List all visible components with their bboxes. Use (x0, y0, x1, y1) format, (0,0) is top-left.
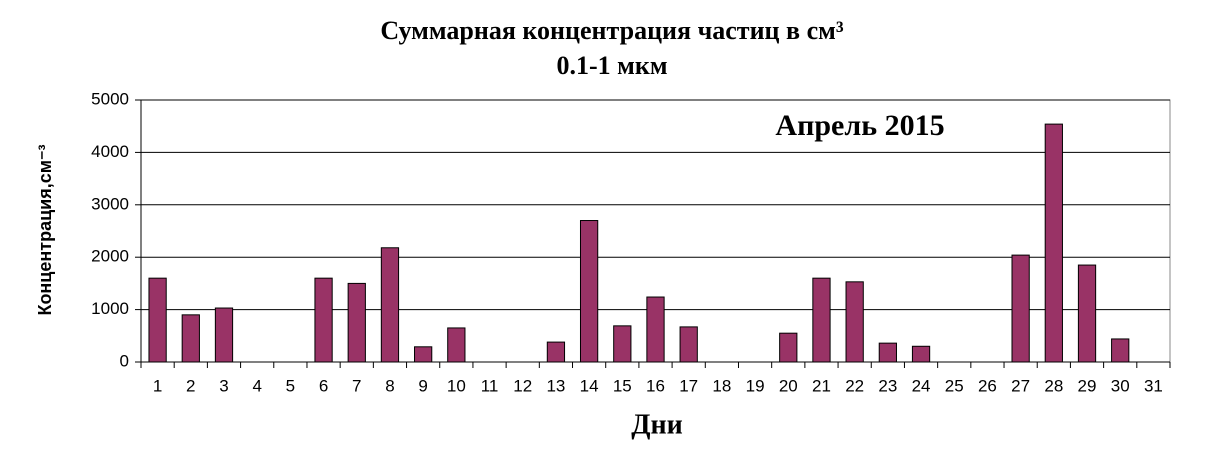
bar (845, 281, 864, 363)
x-tick-label: 19 (746, 376, 765, 395)
x-tick-label: 22 (845, 376, 864, 395)
y-tick-label: 0 (120, 351, 129, 370)
x-tick-label: 24 (912, 376, 931, 395)
bar (314, 277, 333, 363)
chart-title: Суммарная концентрация частиц в см³ (380, 16, 843, 45)
bar (878, 342, 897, 363)
y-tick-label: 2000 (91, 247, 129, 266)
x-tick-label: 16 (646, 376, 665, 395)
bar (579, 220, 599, 363)
bar (380, 247, 400, 363)
x-tick-label: 10 (447, 376, 466, 395)
y-axis-label: Концентрация,см⁻³ (35, 144, 55, 315)
x-tick-label: 11 (481, 376, 499, 395)
x-tick-label: 5 (286, 376, 295, 395)
x-tick-label: 20 (779, 376, 798, 395)
bar (447, 327, 466, 363)
x-tick-label: 18 (712, 376, 731, 395)
bar (812, 277, 831, 363)
x-tick-label: 14 (580, 376, 599, 395)
x-tick-label: 7 (352, 376, 361, 395)
x-tick-label: 3 (219, 376, 228, 395)
bar (546, 341, 566, 363)
bar (148, 277, 167, 363)
x-tick-label: 1 (153, 376, 162, 395)
bar (347, 282, 366, 363)
bar (779, 332, 798, 363)
x-tick-label: 4 (252, 376, 261, 395)
y-tick-label: 5000 (91, 89, 129, 108)
x-tick-label: 28 (1044, 376, 1063, 395)
bar (911, 345, 931, 363)
x-tick-label: 17 (679, 376, 698, 395)
x-tick-label: 27 (1011, 376, 1030, 395)
x-tick-label: 26 (978, 376, 997, 395)
x-tick-label: 25 (945, 376, 964, 395)
x-tick-label: 29 (1078, 376, 1097, 395)
x-tick-label: 23 (878, 376, 897, 395)
x-tick-label: 31 (1144, 376, 1163, 395)
bar (181, 314, 200, 363)
chart-subtitle: 0.1-1 мкм (556, 51, 667, 80)
x-tick-label: 15 (613, 376, 632, 395)
x-tick-label: 2 (186, 376, 195, 395)
y-tick-label: 1000 (91, 299, 129, 318)
bar (1011, 254, 1030, 363)
y-tick-label: 4000 (91, 142, 129, 161)
y-tick-label: 3000 (91, 194, 129, 213)
bar (214, 307, 234, 363)
bar (1077, 264, 1097, 363)
x-tick-label: 21 (812, 376, 831, 395)
bar (414, 346, 433, 363)
x-tick-label: 6 (319, 376, 328, 395)
x-tick-label: 30 (1111, 376, 1130, 395)
bar (679, 326, 698, 363)
x-axis-label: Дни (631, 409, 683, 440)
bar (646, 296, 665, 363)
bar (1111, 338, 1130, 363)
x-tick-label: 9 (418, 376, 427, 395)
x-tick-label: 13 (546, 376, 565, 395)
bar (1044, 123, 1063, 363)
annotation: Апрель 2015 (775, 109, 944, 142)
x-tick-label: 8 (385, 376, 394, 395)
bar (613, 325, 632, 363)
x-tick-label: 12 (513, 376, 532, 395)
